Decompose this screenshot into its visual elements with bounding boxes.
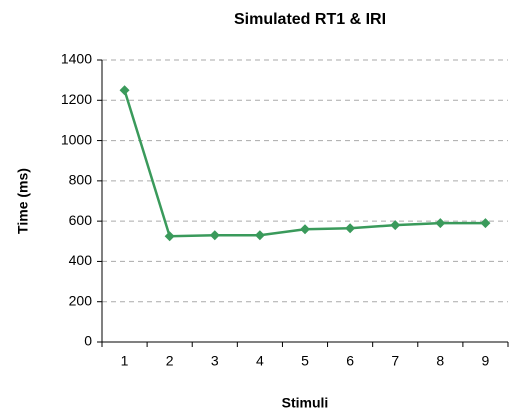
- marker: [119, 85, 130, 96]
- y-tick-label: 800: [69, 172, 93, 188]
- y-tick-label: 0: [84, 333, 92, 349]
- y-tick-label: 200: [69, 292, 93, 308]
- x-tick-label: 8: [436, 353, 444, 369]
- y-tick-label: 1000: [61, 131, 92, 147]
- marker: [390, 220, 401, 231]
- marker: [254, 230, 265, 241]
- x-tick-label: 4: [256, 353, 264, 369]
- marker: [480, 218, 491, 229]
- y-tick-label: 1200: [61, 91, 92, 107]
- x-tick-label: 5: [301, 353, 309, 369]
- chart-title: Simulated RT1 & IRI: [234, 11, 386, 28]
- x-tick-label: 7: [391, 353, 399, 369]
- x-tick-label: 9: [482, 353, 490, 369]
- y-tick-label: 600: [69, 212, 93, 228]
- y-tick-label: 1400: [61, 51, 92, 67]
- line: [123, 89, 486, 238]
- marker: [345, 223, 356, 234]
- marker: [435, 218, 446, 229]
- x-tick-label: 6: [346, 353, 354, 369]
- x-tick-label: 2: [166, 353, 174, 369]
- x-tick-label: 1: [121, 353, 129, 369]
- y-axis-title: Time (ms): [15, 168, 31, 234]
- marker: [209, 230, 220, 241]
- marker: [300, 224, 310, 235]
- x-tick-label: 3: [211, 353, 219, 369]
- y-tick-label: 400: [69, 252, 93, 268]
- x-axis-title: Stimuli: [282, 395, 329, 411]
- marker: [164, 231, 175, 242]
